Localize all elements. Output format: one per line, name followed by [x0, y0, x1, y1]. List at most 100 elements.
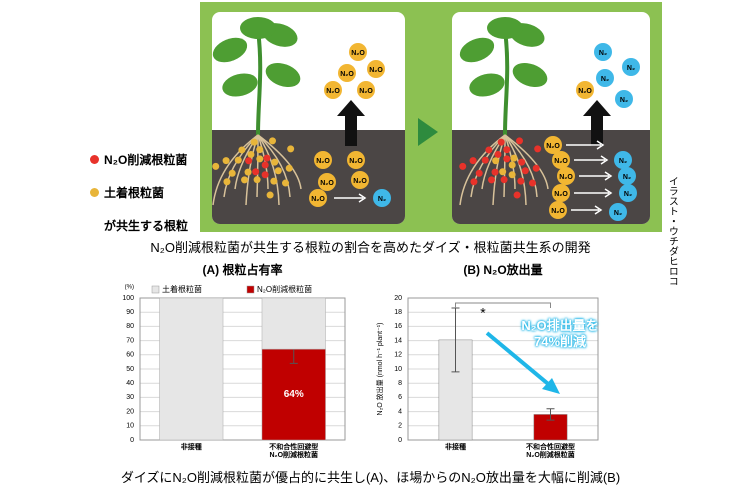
y-tick-label: 4: [398, 408, 402, 415]
nodule: [252, 168, 260, 176]
footer: ダイズにN₂O削減根粒菌が優占的に共生し(A)、ほ場からのN₂O放出量を大幅に削…: [120, 470, 621, 485]
nodule: [261, 171, 269, 179]
annotation-arrowhead: [542, 378, 560, 394]
molecule-label: N₂: [378, 196, 386, 203]
nodule: [245, 157, 253, 165]
nodule: [488, 176, 496, 184]
leaf: [222, 73, 258, 97]
leaf: [240, 17, 276, 39]
molecule: [552, 184, 570, 202]
nodule: [499, 168, 507, 176]
nodule: [492, 157, 500, 165]
nodule: [518, 158, 526, 166]
title: (B) N₂O放出量: [463, 262, 542, 277]
y-tick-label: 16: [394, 323, 402, 330]
root: [212, 134, 259, 206]
bar: [159, 297, 224, 441]
plot-frame: [139, 297, 346, 441]
y-tick-label: 2: [398, 423, 402, 430]
molecule: [576, 81, 594, 99]
leaf: [487, 17, 523, 39]
molecule: [351, 171, 369, 189]
molecule-label: N₂O: [340, 71, 354, 78]
nodule: [270, 177, 278, 185]
leaf: [512, 62, 548, 88]
legend-label: 土着根粒菌: [162, 284, 202, 294]
leaf: [459, 37, 495, 63]
nodule: [285, 164, 293, 172]
nodule: [244, 168, 252, 176]
nodule: [223, 178, 231, 186]
legend-swatch: [151, 285, 160, 294]
annotation-arrow: [485, 331, 555, 390]
nodule: [500, 176, 508, 184]
root: [257, 134, 280, 206]
significance: *: [480, 305, 486, 321]
molecule: [549, 201, 567, 219]
molecule: [557, 167, 575, 185]
root: [459, 134, 506, 206]
root: [504, 134, 549, 190]
molecule-label: N₂: [620, 97, 628, 104]
molecule-label: N₂: [624, 191, 632, 198]
nodule: [282, 179, 290, 187]
nodule: [503, 155, 511, 163]
y-tick-label: 60: [126, 352, 134, 359]
nodule: [485, 146, 493, 154]
nodule: [222, 157, 230, 165]
nodule: [516, 137, 524, 145]
y-tick-label: 20: [394, 295, 402, 302]
legend-label: が共生する根粒: [104, 218, 189, 233]
arrow: [337, 100, 365, 146]
caption: N₂O削減根粒菌が共生する根粒の割合を高めたダイズ・根粒菌共生系の開発: [150, 240, 591, 255]
root: [504, 134, 527, 206]
x-tick-label: 非接種: [180, 444, 202, 451]
y-tick-label: 30: [126, 394, 134, 401]
nodule: [212, 162, 220, 170]
nodule: [256, 146, 264, 154]
molecule-label: N₂O: [316, 158, 330, 165]
annotation: N₂O排出量を 74%削減: [521, 318, 599, 349]
bar: [261, 297, 326, 350]
molecule-label: N₂O: [559, 174, 573, 181]
legend-item: N₂O削減根粒菌: [90, 153, 188, 167]
molecule-label: N₂: [623, 174, 631, 181]
root: [257, 134, 302, 190]
molecule: [309, 189, 327, 207]
molecule-label: N₂: [619, 158, 627, 165]
molecule-label: N₂: [599, 50, 607, 57]
nodule: [529, 179, 537, 187]
nodule: [494, 150, 502, 158]
molecule-label: N₂O: [554, 158, 568, 165]
molecule-label: N₂O: [554, 191, 568, 198]
nodule: [513, 191, 521, 199]
credit: イラスト・ウチダヒロコ: [666, 176, 678, 286]
nodule: [491, 168, 499, 176]
molecule-label: N₂O: [546, 143, 560, 150]
arrow: [334, 193, 367, 203]
x-tick-label: 非接種: [445, 444, 466, 451]
y-tick-label: 100: [122, 295, 134, 302]
legend: N₂O削減根粒菌 土着根粒菌 が共生する根粒: [90, 139, 188, 248]
molecule: [614, 151, 632, 169]
nodule: [475, 169, 483, 177]
x-tick-label: 不和合性回避型 N₂O削減根粒菌: [526, 444, 575, 460]
y-tick-label: 0: [130, 437, 134, 444]
arrow: [579, 171, 613, 181]
molecule: [373, 189, 391, 207]
nodule: [271, 158, 279, 166]
bar: [261, 348, 326, 441]
nodule: [517, 177, 525, 185]
leaf: [469, 73, 505, 97]
molecule-label: N₂: [627, 65, 635, 72]
molecule: [615, 90, 633, 108]
nodule: [503, 146, 511, 154]
molecule-label: N₂O: [359, 88, 373, 95]
nodule: [238, 146, 246, 154]
nodule: [481, 156, 489, 164]
molecule-label: N₂O: [311, 196, 325, 203]
legend-label: 土着根粒菌: [104, 186, 165, 201]
nodule: [261, 161, 269, 169]
molecule: [349, 43, 367, 61]
